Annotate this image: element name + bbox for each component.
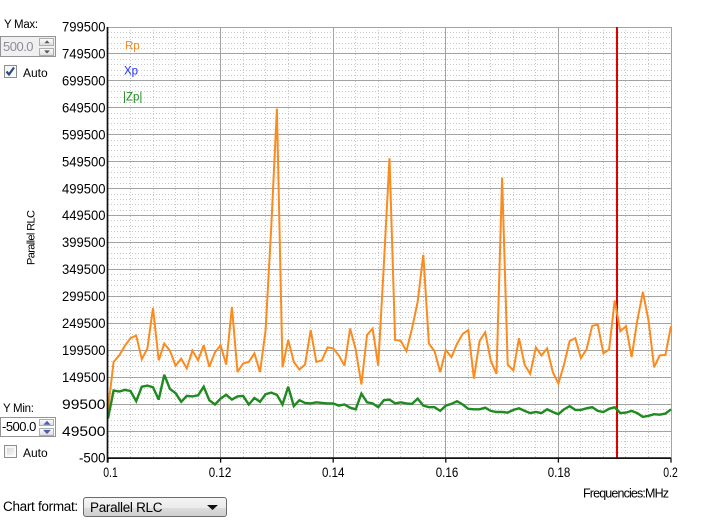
svg-text:199500: 199500: [62, 342, 106, 358]
svg-text:0.12: 0.12: [209, 464, 232, 480]
svg-text:799500: 799500: [62, 19, 106, 35]
svg-text:-500: -500: [79, 450, 106, 466]
svg-text:Rp: Rp: [125, 41, 140, 53]
svg-text:549500: 549500: [62, 153, 106, 169]
svg-text:Parallel RLC: Parallel RLC: [26, 210, 38, 265]
svg-text:499500: 499500: [62, 180, 106, 196]
svg-text:0.14: 0.14: [322, 464, 345, 480]
svg-text:249500: 249500: [62, 315, 106, 331]
svg-text:749500: 749500: [62, 46, 106, 62]
svg-text:699500: 699500: [62, 73, 106, 89]
svg-text:649500: 649500: [62, 99, 106, 115]
svg-text:0.2: 0.2: [663, 464, 678, 480]
svg-text:599500: 599500: [62, 126, 106, 142]
svg-text:349500: 349500: [62, 261, 106, 277]
svg-text:|Zp|: |Zp|: [123, 92, 142, 104]
svg-text:0.16: 0.16: [436, 464, 459, 480]
svg-text:99500: 99500: [62, 396, 106, 412]
svg-text:299500: 299500: [62, 288, 106, 304]
svg-text:399500: 399500: [62, 234, 106, 250]
svg-text:0.1: 0.1: [103, 464, 118, 480]
svg-text:Xp: Xp: [124, 66, 138, 78]
svg-text:149500: 149500: [62, 369, 106, 385]
svg-text:449500: 449500: [62, 207, 106, 223]
svg-text:Frequencies:MHz: Frequencies:MHz: [583, 487, 669, 501]
svg-text:49500: 49500: [62, 423, 106, 439]
svg-text:0.18: 0.18: [548, 464, 571, 480]
